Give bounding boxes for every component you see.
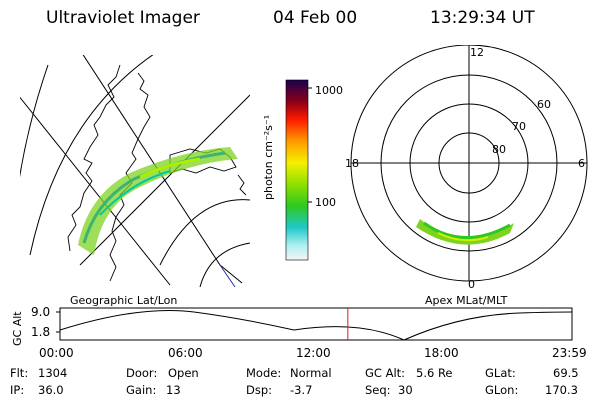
altitude-tick-low: 1.8 xyxy=(31,325,51,339)
mlat-label-60: 60 xyxy=(537,98,551,111)
time-tick-1200: 12:00 xyxy=(296,346,331,360)
grid-lon-line xyxy=(219,264,243,284)
time-tick-0000: 00:00 xyxy=(39,346,74,360)
gcalt-label: GC Alt: xyxy=(365,366,406,380)
colorbar-tick-1000: 1000 xyxy=(315,84,343,97)
glat-label: GLat: xyxy=(485,366,516,380)
flt-value: 1304 xyxy=(38,366,68,380)
grid-lat-line xyxy=(159,199,250,266)
mlt-label-18: 18 xyxy=(345,157,359,170)
grid-lon-line xyxy=(79,94,250,266)
glat-value: 69.5 xyxy=(553,366,579,380)
aurora-band-geographic xyxy=(78,147,238,255)
mlt-label-6: 6 xyxy=(578,157,585,170)
gcalt-value: 5.6 Re xyxy=(416,366,453,380)
dsp-value: -3.7 xyxy=(290,383,313,397)
coastline xyxy=(67,64,121,252)
mlat-label-80: 80 xyxy=(492,143,506,156)
mlt-label-12: 12 xyxy=(470,46,484,59)
aurora-band-apex xyxy=(416,219,514,245)
time-tick-2359: 23:59 xyxy=(552,346,587,360)
time-tick-1800: 18:00 xyxy=(424,346,459,360)
date-label: 04 Feb 00 xyxy=(273,8,358,28)
time-tick-0600: 06:00 xyxy=(168,346,203,360)
mode-label: Mode: xyxy=(246,366,282,380)
instrument-title: Ultraviolet Imager xyxy=(46,8,200,28)
time-label: 13:29:34 UT xyxy=(430,8,535,28)
altitude-trajectory xyxy=(59,310,573,341)
polar-plot xyxy=(350,45,588,282)
grid-lon-line xyxy=(20,96,171,286)
coastline xyxy=(109,72,151,282)
altitude-plot-frame xyxy=(59,307,573,341)
grid-lat-line xyxy=(20,64,49,178)
gain-label: Gain: xyxy=(126,383,157,397)
coastline xyxy=(237,174,247,196)
ip-label: IP: xyxy=(10,383,25,397)
altitude-axis-label: GC Alt xyxy=(11,311,24,346)
colorbar-unit-label: photon cm⁻²s⁻¹ xyxy=(262,114,275,200)
mode-value: Normal xyxy=(290,366,332,380)
grid-lon-line xyxy=(219,264,236,287)
door-value: Open xyxy=(168,366,199,380)
geographic-map xyxy=(20,55,250,287)
glon-value: 170.3 xyxy=(545,383,578,397)
grid-lon-line xyxy=(82,55,221,266)
mlat-label-70: 70 xyxy=(512,120,526,133)
colorbar xyxy=(285,79,312,261)
gain-value: 13 xyxy=(166,383,181,397)
dsp-label: Dsp: xyxy=(246,383,273,397)
ip-value: 36.0 xyxy=(38,383,64,397)
geographic-label: Geographic Lat/Lon xyxy=(70,294,178,307)
flt-label: Flt: xyxy=(10,366,29,380)
colorbar-tick-100: 100 xyxy=(315,196,336,209)
altitude-plot xyxy=(56,307,573,341)
mlt-label-0: 0 xyxy=(468,278,475,291)
door-label: Door: xyxy=(126,366,158,380)
seq-value: 30 xyxy=(398,383,413,397)
grid-lat-line xyxy=(199,242,250,287)
glon-label: GLon: xyxy=(485,383,519,397)
colorbar-scale xyxy=(285,79,309,261)
altitude-tick-high: 9.0 xyxy=(31,305,51,319)
seq-label: Seq: xyxy=(365,383,391,397)
grid-lat-line xyxy=(29,55,154,256)
apex-label: Apex MLat/MLT xyxy=(425,294,508,307)
